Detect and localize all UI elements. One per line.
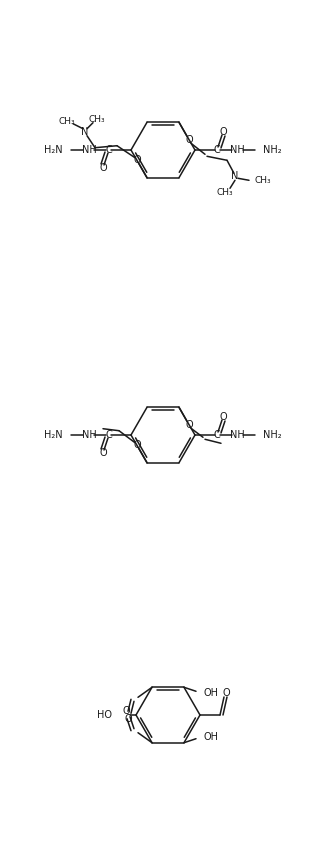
Text: O: O (124, 714, 132, 724)
Text: NH: NH (230, 430, 244, 440)
Text: NH: NH (230, 145, 244, 155)
Text: O: O (219, 127, 227, 137)
Text: O: O (133, 155, 141, 165)
Text: NH: NH (82, 430, 96, 440)
Text: NH: NH (82, 145, 96, 155)
Text: H₂N: H₂N (44, 145, 63, 155)
Text: O: O (185, 420, 193, 430)
Text: C: C (106, 430, 112, 440)
Text: NH₂: NH₂ (263, 430, 282, 440)
Text: O: O (219, 412, 227, 422)
Text: O: O (99, 163, 107, 173)
Text: O: O (222, 688, 230, 698)
Text: C: C (214, 430, 220, 440)
Text: C: C (214, 145, 220, 155)
Text: O: O (122, 706, 130, 716)
Text: N: N (81, 126, 89, 136)
Text: C: C (106, 145, 112, 155)
Text: CH₃: CH₃ (59, 117, 75, 126)
Text: O: O (185, 136, 193, 146)
Text: CH₃: CH₃ (89, 115, 105, 125)
Text: O: O (133, 440, 141, 450)
Text: CH₃: CH₃ (255, 176, 272, 184)
Text: HO: HO (97, 710, 112, 720)
Text: OH: OH (204, 732, 219, 742)
Text: H₂N: H₂N (44, 430, 63, 440)
Text: CH₃: CH₃ (217, 188, 233, 197)
Text: NH₂: NH₂ (263, 145, 282, 155)
Text: O: O (99, 448, 107, 458)
Text: N: N (231, 171, 239, 181)
Text: OH: OH (204, 688, 219, 698)
